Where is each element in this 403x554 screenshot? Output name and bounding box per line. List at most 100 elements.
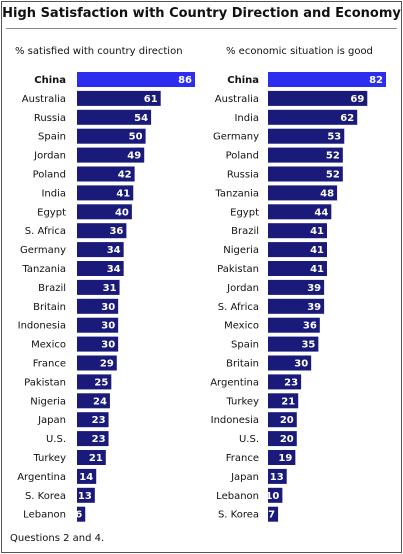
economy-value-germany: 53: [327, 132, 341, 143]
direction-value-japan: 23: [92, 415, 106, 426]
economy-label-russia: Russia: [227, 170, 259, 181]
economy-value-argentina: 23: [284, 377, 298, 388]
direction-bar-india: [77, 185, 134, 201]
economy-value-s-korea: 7: [268, 510, 275, 521]
direction-value-egypt: 40: [115, 207, 129, 218]
economy-value-china: 82: [369, 75, 383, 86]
direction-label-australia: Australia: [22, 94, 66, 105]
economy-label-egypt: Egypt: [230, 207, 259, 218]
economy-bar-china: [268, 72, 386, 87]
direction-value-tanzania: 34: [107, 264, 121, 275]
direction-bar-nigeria: [77, 393, 110, 409]
economy-value-poland: 52: [326, 151, 340, 162]
economy-value-australia: 69: [350, 94, 364, 105]
direction-label-egypt: Egypt: [37, 207, 66, 218]
economy-label-france: France: [226, 453, 259, 464]
economy-label-australia: Australia: [215, 94, 259, 105]
direction-label-nigeria: Nigeria: [30, 396, 66, 407]
direction-bar-china: [77, 72, 195, 87]
economy-label-nigeria: Nigeria: [223, 245, 259, 256]
chart-economic-situation: China 82 Australia 69 India 62 Germany 53 Poland…: [210, 72, 386, 522]
left-chart-subtitle: % satisfied with country direction: [15, 46, 183, 57]
economy-label-brazil: Brazil: [231, 226, 259, 237]
economy-bar-turkey: [268, 393, 299, 409]
direction-label-turkey: Turkey: [32, 453, 66, 464]
economy-label-u-s: U.S.: [239, 434, 259, 445]
economy-bar-india: [268, 109, 358, 125]
direction-bar-poland: [77, 166, 135, 182]
economy-value-japan: 13: [270, 472, 284, 483]
economy-label-argentina: Argentina: [210, 377, 259, 388]
direction-bar-pakistan: [77, 374, 112, 390]
economy-bar-spain: [268, 336, 319, 352]
economy-value-egypt: 44: [314, 207, 328, 218]
direction-value-russia: 54: [134, 113, 148, 124]
title-divider: [6, 28, 397, 29]
economy-value-nigeria: 41: [310, 245, 324, 256]
direction-label-u-s: U.S.: [46, 434, 66, 445]
economy-bar-germany: [268, 128, 345, 144]
direction-value-poland: 42: [118, 170, 132, 181]
direction-value-s-africa: 36: [109, 226, 123, 237]
economy-label-indonesia: Indonesia: [211, 415, 259, 426]
direction-label-poland: Poland: [33, 170, 66, 181]
economy-value-russia: 52: [326, 170, 340, 181]
economy-bar-indonesia: [268, 412, 297, 428]
economy-label-s-africa: S. Africa: [218, 302, 259, 313]
chart-title: High Satisfaction with Country Direction…: [2, 6, 401, 21]
direction-label-germany: Germany: [20, 245, 66, 256]
economy-value-brazil: 41: [310, 226, 324, 237]
direction-bar-brazil: [77, 279, 120, 295]
direction-value-turkey: 21: [89, 453, 103, 464]
direction-label-argentina: Argentina: [17, 472, 66, 483]
economy-label-s-korea: S. Korea: [218, 510, 259, 521]
direction-label-india: India: [41, 188, 66, 199]
direction-bar-turkey: [77, 450, 106, 465]
economy-value-india: 62: [340, 113, 354, 124]
economy-bar-pakistan: [268, 261, 327, 276]
economy-label-germany: Germany: [213, 132, 259, 143]
economy-value-mexico: 36: [303, 321, 317, 332]
direction-value-s-korea: 13: [78, 491, 92, 502]
economy-label-mexico: Mexico: [224, 321, 259, 332]
economy-value-tanzania: 48: [320, 188, 334, 199]
direction-label-france: France: [33, 359, 66, 370]
direction-label-brazil: Brazil: [38, 283, 66, 294]
direction-label-pakistan: Pakistan: [24, 377, 66, 388]
economy-bar-u-s: [268, 431, 297, 447]
economy-label-britain: Britain: [226, 359, 259, 370]
direction-value-lebanon: 6: [75, 510, 82, 521]
direction-label-russia: Russia: [34, 113, 66, 124]
direction-label-spain: Spain: [38, 132, 66, 143]
economy-bar-france: [268, 450, 296, 465]
direction-bar-japan: [77, 412, 109, 428]
economy-bar-lebanon: [268, 487, 283, 503]
economy-value-s-africa: 39: [307, 302, 321, 313]
economy-bar-poland: [268, 147, 343, 163]
economy-bar-egypt: [268, 204, 332, 220]
direction-bar-germany: [77, 242, 124, 258]
economy-label-tanzania: Tanzania: [214, 188, 259, 199]
footnote: Questions 2 and 4.: [10, 533, 105, 544]
direction-bar-australia: [77, 90, 161, 106]
direction-value-china: 86: [178, 75, 192, 86]
economy-bar-jordan: [268, 279, 325, 295]
direction-value-jordan: 49: [127, 151, 141, 162]
direction-value-germany: 34: [107, 245, 121, 256]
economy-bar-tanzania: [268, 185, 338, 201]
economy-bar-russia: [268, 166, 343, 182]
economy-label-india: India: [234, 113, 259, 124]
direction-bar-france: [77, 355, 117, 371]
direction-value-australia: 61: [144, 94, 158, 105]
direction-bar-mexico: [77, 336, 119, 352]
direction-bar-russia: [77, 109, 152, 125]
direction-bar-spain: [77, 128, 146, 144]
direction-label-mexico: Mexico: [31, 340, 66, 351]
economy-bar-australia: [268, 90, 368, 106]
economy-bar-nigeria: [268, 242, 327, 258]
economy-value-indonesia: 20: [280, 415, 294, 426]
direction-bar-lebanon: [77, 506, 86, 522]
direction-value-mexico: 30: [101, 340, 115, 351]
direction-bar-egypt: [77, 204, 132, 220]
